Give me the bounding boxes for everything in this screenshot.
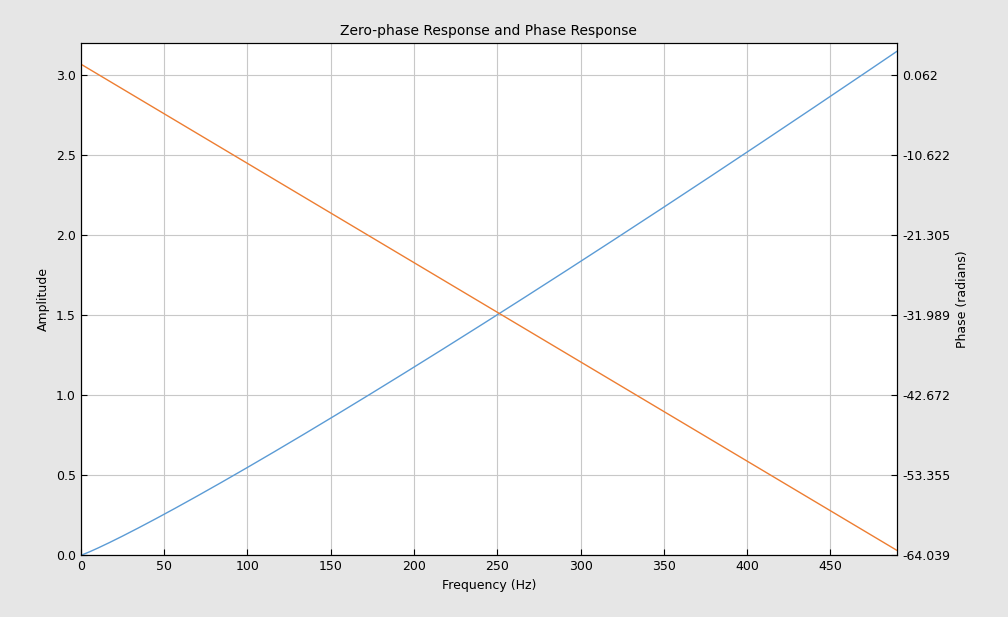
- Y-axis label: Amplitude: Amplitude: [37, 267, 50, 331]
- Title: Zero-phase Response and Phase Response: Zero-phase Response and Phase Response: [341, 24, 637, 38]
- X-axis label: Frequency (Hz): Frequency (Hz): [442, 579, 536, 592]
- Y-axis label: Phase (radians): Phase (radians): [956, 251, 969, 348]
